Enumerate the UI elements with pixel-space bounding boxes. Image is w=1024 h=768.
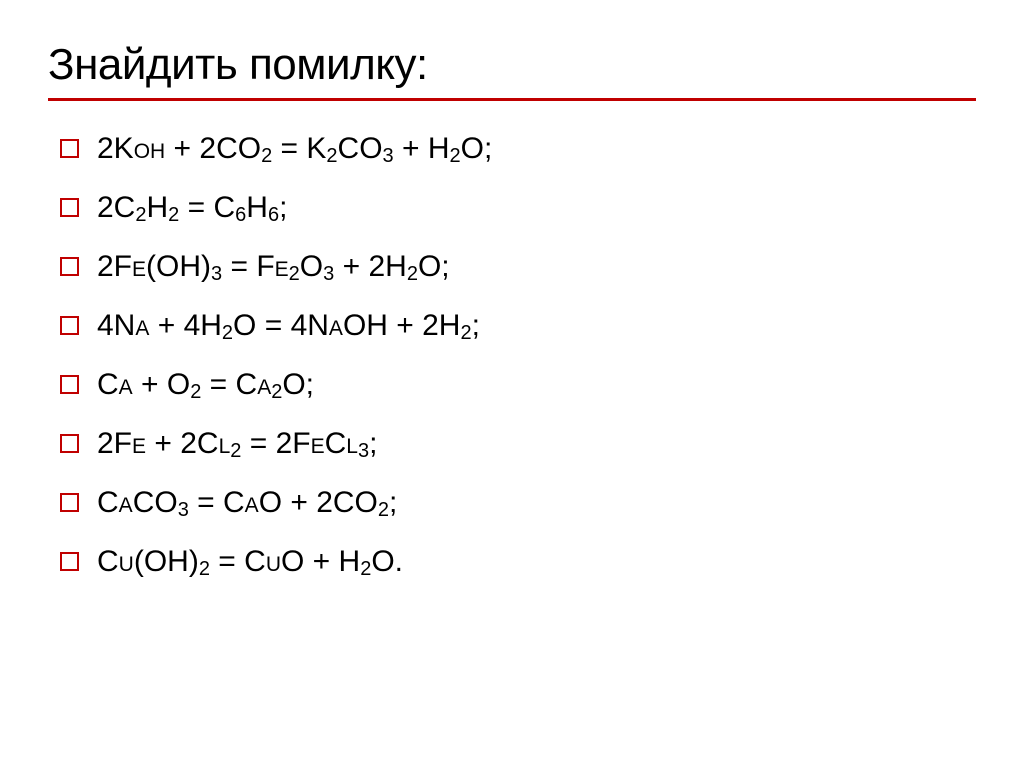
equation-text: 2Fe + 2Cl2 = 2FeCl3; (97, 424, 377, 463)
list-item: Cu(OH)2 = CuO + H2O. (60, 542, 976, 581)
list-item: 2C2H2 = C6H6; (60, 188, 976, 227)
equation-text: CaCO3 = CaO + 2CO2; (97, 483, 397, 522)
equation-text: 4Na + 4H2O = 4NaOH + 2H2; (97, 306, 480, 345)
list-item: 2Fe + 2Cl2 = 2FeCl3; (60, 424, 976, 463)
equation-text: Ca + O2 = Ca2O; (97, 365, 314, 404)
square-bullet-icon (60, 316, 79, 335)
square-bullet-icon (60, 198, 79, 217)
title-container: Знайдить помилку: (48, 40, 976, 101)
equation-text: 2Fe(OH)3 = Fe2O3 + 2H2O; (97, 247, 450, 286)
slide-title: Знайдить помилку: (48, 40, 976, 90)
equation-text: Cu(OH)2 = CuO + H2O. (97, 542, 403, 581)
equation-list: 2Koh + 2CO2 = K2CO3 + H2O; 2C2H2 = C6H6;… (48, 129, 976, 581)
square-bullet-icon (60, 257, 79, 276)
equation-text: 2Koh + 2CO2 = K2CO3 + H2O; (97, 129, 492, 168)
square-bullet-icon (60, 493, 79, 512)
list-item: 2Fe(OH)3 = Fe2O3 + 2H2O; (60, 247, 976, 286)
equation-text: 2C2H2 = C6H6; (97, 188, 287, 227)
list-item: 4Na + 4H2O = 4NaOH + 2H2; (60, 306, 976, 345)
square-bullet-icon (60, 552, 79, 571)
square-bullet-icon (60, 434, 79, 453)
list-item: 2Koh + 2CO2 = K2CO3 + H2O; (60, 129, 976, 168)
list-item: CaCO3 = CaO + 2CO2; (60, 483, 976, 522)
list-item: Ca + O2 = Ca2O; (60, 365, 976, 404)
square-bullet-icon (60, 375, 79, 394)
square-bullet-icon (60, 139, 79, 158)
